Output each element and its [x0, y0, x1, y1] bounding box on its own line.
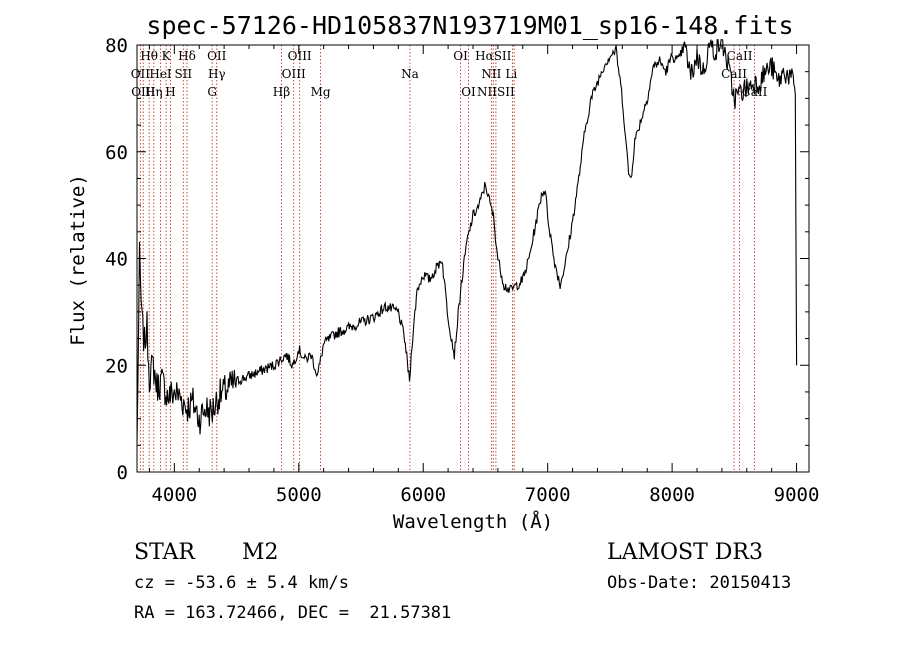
- y-tick-label: 40: [105, 249, 128, 271]
- chart-title: spec-57126-HD105837N193719M01_sp16-148.f…: [146, 11, 793, 40]
- object-type: STAR: [134, 540, 195, 565]
- x-tick-label: 6000: [400, 484, 446, 506]
- line-label: Mg: [311, 85, 331, 99]
- line-label: OIII: [282, 67, 306, 81]
- coordinates: RA = 163.72466, DEC = 21.57381: [134, 603, 452, 623]
- y-axis-label: Flux (relative): [67, 174, 89, 346]
- x-tick-label: 8000: [649, 484, 695, 506]
- line-label: G: [207, 85, 217, 99]
- x-tick-label: 7000: [525, 484, 571, 506]
- y-axis-ticks: 0 20 40 60 80: [105, 35, 809, 484]
- x-tick-label: 4000: [151, 484, 197, 506]
- redshift-cz: cz = -53.6 ± 5.4 km/s: [134, 573, 349, 593]
- line-label: Hβ: [273, 85, 290, 99]
- line-label: OIII: [288, 49, 312, 63]
- x-axis-ticks: 4000 5000 6000 7000 8000 9000: [148, 45, 820, 506]
- x-tick-label: 5000: [276, 484, 322, 506]
- line-label: Hη: [145, 85, 163, 99]
- line-label: OI: [453, 49, 468, 63]
- survey-name: LAMOST DR3: [607, 540, 763, 565]
- spectrum-line: [136, 39, 798, 443]
- line-label: SII: [174, 67, 192, 81]
- object-subclass: M2: [242, 540, 279, 565]
- line-label: Hδ: [178, 49, 196, 63]
- plot-frame: [136, 44, 810, 473]
- line-label: NII: [481, 67, 501, 81]
- y-tick-label: 60: [105, 142, 128, 164]
- line-label: HeI: [149, 67, 172, 81]
- line-label: OII: [131, 67, 151, 81]
- line-label: Hγ: [208, 67, 226, 81]
- x-tick-label: 9000: [774, 484, 820, 506]
- spectral-line-markers: [139, 45, 755, 472]
- line-label: HαSII: [475, 49, 512, 63]
- line-label: K: [162, 49, 172, 63]
- y-tick-label: 0: [117, 462, 128, 484]
- line-label: NIISII: [477, 85, 515, 99]
- line-label: Na: [401, 67, 419, 81]
- line-label: Hθ: [140, 49, 158, 63]
- line-label: Li: [505, 67, 517, 81]
- y-tick-label: 80: [105, 35, 128, 57]
- line-label: CaII: [727, 49, 753, 63]
- line-label: OI: [461, 85, 476, 99]
- observation-date: Obs-Date: 20150413: [607, 573, 792, 593]
- y-tick-label: 20: [105, 355, 128, 377]
- x-axis-label: Wavelength (Å): [393, 510, 553, 533]
- line-label: CaII: [721, 67, 747, 81]
- line-label: H: [165, 85, 175, 99]
- line-label: OII: [207, 49, 227, 63]
